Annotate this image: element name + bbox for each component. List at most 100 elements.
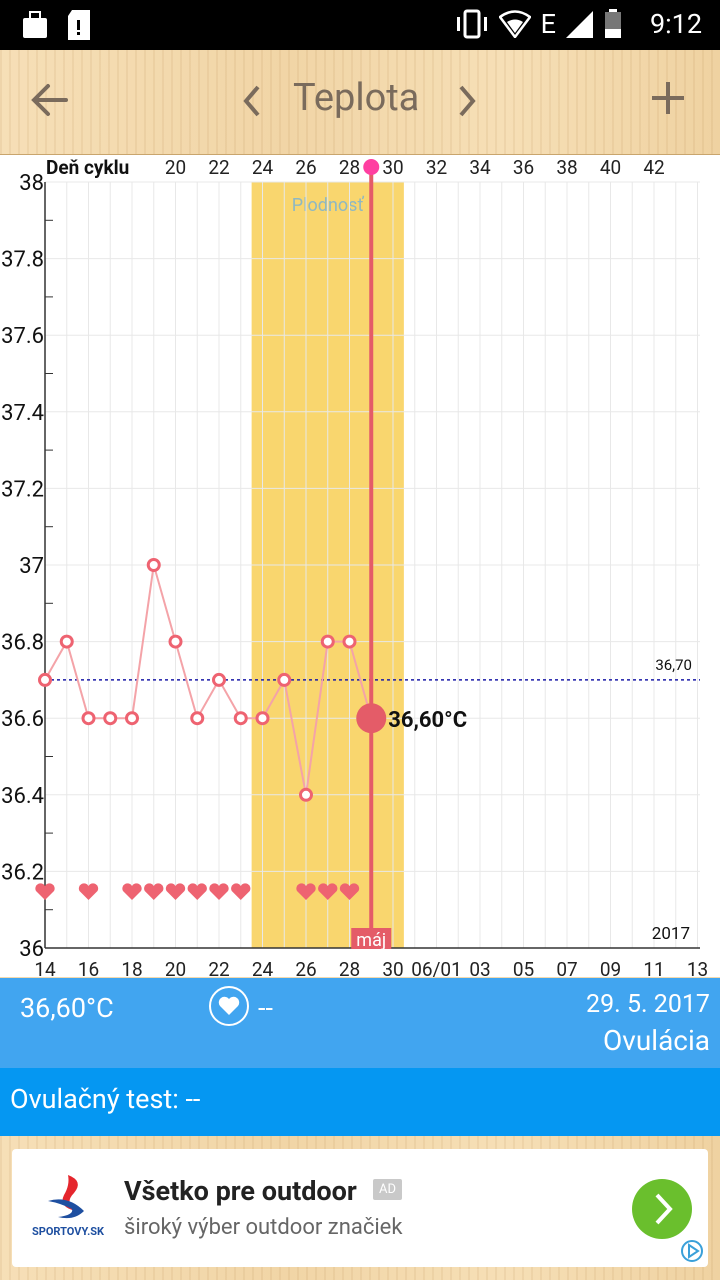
intercourse-heart-icon xyxy=(318,883,338,900)
cycle-day-label: 28 xyxy=(339,156,360,179)
x-date-label: 22 xyxy=(208,958,229,977)
briefcase-icon xyxy=(23,11,47,38)
cycle-day-label: 34 xyxy=(469,156,491,179)
cycle-day-label: 20 xyxy=(165,156,186,179)
y-tick-label: 36.6 xyxy=(1,707,44,732)
month-badge xyxy=(351,928,392,949)
intercourse-heart-icon xyxy=(296,883,316,900)
x-date-label: 13 xyxy=(687,958,708,977)
y-tick-label: 36.8 xyxy=(1,631,44,656)
selected-temperature: 36,60°C xyxy=(20,992,114,1024)
signal-icon xyxy=(565,11,593,38)
back-arrow-icon[interactable] xyxy=(30,80,70,120)
status-bar: E 9:12 xyxy=(0,0,720,50)
ad-headline: Všetko pre outdoor xyxy=(124,1175,357,1207)
y-tick-label: 37.6 xyxy=(1,324,44,349)
ovulation-test-bar[interactable]: Ovulačný test: -- xyxy=(0,1068,720,1136)
intercourse-heart-icon xyxy=(231,883,251,900)
temperature-point[interactable] xyxy=(146,558,161,572)
x-date-label: 14 xyxy=(34,958,56,977)
cycle-day-label: 42 xyxy=(643,156,664,179)
temperature-point[interactable] xyxy=(125,711,139,726)
wifi-icon xyxy=(498,10,531,38)
temperature-point[interactable] xyxy=(320,634,335,649)
intercourse-heart-icon xyxy=(187,883,207,900)
temperature-point[interactable] xyxy=(277,672,292,687)
y-tick-label: 37 xyxy=(19,554,44,579)
selected-temperature-point[interactable] xyxy=(356,703,387,734)
ad-brand: SPORTOVY.SK xyxy=(31,1225,105,1238)
chart-canvas[interactable]: Plodnosť 3837.837.637.437.23736.836.636.… xyxy=(0,155,720,977)
chevron-right-icon xyxy=(655,1193,673,1225)
sd-card-icon xyxy=(68,10,90,40)
cycle-day-label: 30 xyxy=(382,156,403,179)
vibrate-icon xyxy=(456,9,487,39)
selected-date: 29. 5. 2017 xyxy=(586,990,710,1019)
x-date-label: 24 xyxy=(252,958,274,977)
x-date-label: 28 xyxy=(339,958,360,977)
intercourse-heart-icon xyxy=(165,883,186,900)
intercourse-heart-icon xyxy=(339,883,360,900)
x-date-label: 18 xyxy=(121,958,142,977)
ad-badge: AD xyxy=(373,1179,403,1200)
cycle-day-label: 38 xyxy=(556,156,577,179)
cycle-day-label: 36 xyxy=(513,156,534,179)
x-date-label: 06/01 xyxy=(411,958,462,977)
y-tick-label: 36.4 xyxy=(1,784,44,809)
clock: 9:12 xyxy=(649,8,702,40)
cycle-day-label: 22 xyxy=(208,156,229,179)
page-title: Teplota xyxy=(293,76,420,120)
coverline-label: 36,70 xyxy=(655,656,692,674)
temperature-point[interactable] xyxy=(212,672,226,687)
cycle-phase: Ovulácia xyxy=(603,1024,710,1057)
x-date-label: 16 xyxy=(78,958,99,977)
y-tick-label: 36 xyxy=(19,937,44,962)
x-date-label: 09 xyxy=(600,958,621,977)
x-date-label: 03 xyxy=(469,958,490,977)
selected-day-handle[interactable] xyxy=(363,159,380,175)
temperature-point[interactable] xyxy=(81,711,96,726)
sportovy-logo: SPORTOVY.SK xyxy=(28,1167,108,1247)
adchoices-icon[interactable] xyxy=(680,1239,704,1263)
y-tick-label: 36.2 xyxy=(1,860,44,885)
temperature-line xyxy=(44,564,373,795)
x-date-label: 07 xyxy=(556,958,577,977)
ad-banner[interactable]: SPORTOVY.SK Všetko pre outdoor AD široký… xyxy=(12,1149,708,1267)
temperature-point[interactable] xyxy=(190,711,205,726)
intercourse-icon[interactable] xyxy=(209,986,249,1026)
intercourse-heart-icon xyxy=(209,883,229,900)
battery-icon xyxy=(604,9,621,38)
y-tick-label: 38 xyxy=(19,171,44,196)
temperature-point[interactable] xyxy=(38,672,52,687)
x-date-label: 05 xyxy=(513,958,534,977)
intercourse-heart-icon xyxy=(122,883,142,900)
cycle-day-label: 26 xyxy=(295,156,316,179)
cycle-day-label: 24 xyxy=(252,156,274,179)
app-bar: Teplota xyxy=(0,50,720,156)
temperature-point[interactable] xyxy=(342,634,357,649)
y-tick-label: 37.2 xyxy=(1,477,44,502)
intercourse-heart-icon xyxy=(35,883,55,900)
x-date-label: 11 xyxy=(643,958,664,977)
info-bar: 36,60°C -- 29. 5. 2017 Ovulácia xyxy=(0,978,720,1068)
y-tick-label: 37.8 xyxy=(1,248,44,273)
ovulation-test-label: Ovulačný test: -- xyxy=(10,1083,201,1115)
temperature-point[interactable] xyxy=(59,634,74,649)
temperature-point[interactable] xyxy=(103,711,118,726)
month-label: máj xyxy=(356,930,386,951)
temperature-point[interactable] xyxy=(233,711,248,726)
previous-chevron-icon[interactable] xyxy=(240,83,264,119)
temperature-point[interactable] xyxy=(168,634,183,649)
temperature-point[interactable] xyxy=(299,787,313,802)
ad-open-button[interactable] xyxy=(632,1179,692,1239)
network-type: E xyxy=(540,8,556,40)
cycle-day-label: 40 xyxy=(600,156,621,179)
temperature-point[interactable] xyxy=(255,711,270,726)
add-icon[interactable] xyxy=(650,80,686,116)
temperature-chart[interactable]: Plodnosť 38 37.8 37.6 37.4 37.2 37 36.8 36.6 36.… xyxy=(0,155,720,977)
next-chevron-icon[interactable] xyxy=(455,83,479,119)
intercourse-heart-icon xyxy=(144,883,164,900)
x-date-label: 26 xyxy=(295,958,316,977)
ad-area: SPORTOVY.SK Všetko pre outdoor AD široký… xyxy=(0,1136,720,1280)
x-date-label: 30 xyxy=(382,958,403,977)
